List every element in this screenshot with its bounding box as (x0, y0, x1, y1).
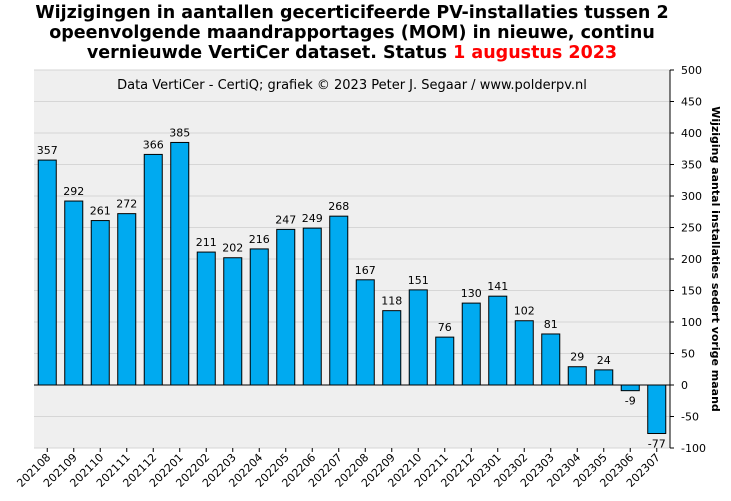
bar-value-label: 216 (249, 233, 270, 246)
x-axis-ticks: 2021082021092021102021112021122022012022… (14, 448, 663, 490)
y-axis-label: Wijziging aantal installaties sedert vor… (709, 106, 722, 412)
bar-value-label: 366 (143, 138, 164, 151)
bar-value-label: 211 (196, 236, 217, 249)
y-tick-label: 200 (681, 253, 702, 266)
bar (541, 333, 561, 386)
bar-value-label: 151 (408, 274, 429, 287)
bar-value-label: 102 (514, 305, 535, 318)
bar-value-label: 247 (275, 213, 296, 226)
title-line-3-prefix: vernieuwde VertiCer dataset. Status (87, 43, 453, 63)
bar (620, 384, 640, 392)
y-tick-label: 450 (681, 96, 702, 109)
bar-value-label: 130 (461, 287, 482, 300)
title-status-date: 1 augustus 2023 (453, 43, 617, 63)
bar-value-label: -77 (648, 438, 666, 451)
y-tick-label: 50 (681, 348, 695, 361)
bar-value-label: 81 (544, 318, 558, 331)
bar-value-label: 249 (302, 212, 323, 225)
bar-value-label: 272 (116, 198, 137, 211)
y-tick-label: 100 (681, 316, 702, 329)
bar (170, 141, 190, 386)
bar (594, 369, 614, 386)
y-tick-label: 0 (681, 379, 688, 392)
bar (37, 159, 57, 386)
y-tick-label: 250 (681, 222, 702, 235)
y-tick-label: 400 (681, 127, 702, 140)
bar (514, 320, 534, 386)
bar (567, 366, 587, 386)
title-line-1: Wijzigingen in aantallen gecerticifeerde… (35, 3, 668, 23)
bar-value-label: 202 (222, 242, 243, 255)
bar-value-label: 292 (63, 185, 84, 198)
bar (276, 228, 296, 386)
bar (64, 200, 84, 386)
y-tick-label: 500 (681, 64, 702, 77)
bar (461, 302, 481, 386)
bar (223, 257, 243, 386)
bar-value-label: 118 (381, 295, 402, 308)
bar (196, 251, 216, 386)
bar (488, 295, 508, 386)
bar-value-label: 268 (328, 200, 349, 213)
bar-value-label: 29 (570, 351, 584, 364)
chart-title: Wijzigingen in aantallen gecerticifeerde… (35, 3, 668, 63)
bar-value-label: 357 (37, 144, 58, 157)
y-tick-label: -100 (681, 442, 706, 455)
bar-value-label: 76 (438, 321, 452, 334)
bar (355, 279, 375, 386)
bar (249, 248, 269, 386)
bar (302, 227, 322, 386)
bar (90, 220, 110, 386)
bar (435, 336, 455, 386)
bar (117, 213, 137, 386)
chart-subtitle: Data VertiCer - CertiQ; grafiek © 2023 P… (117, 78, 587, 93)
bar (647, 384, 667, 435)
bar (143, 153, 163, 386)
y-axis-ticks: -100 -50 0 50 100 150 200 250 300 350 400 450 500 (670, 64, 706, 455)
bar-value-label: 385 (169, 126, 190, 139)
bar-value-label: 167 (355, 264, 376, 277)
bar (382, 310, 402, 386)
bar-value-label: 261 (90, 205, 111, 218)
bar-value-label: -9 (625, 395, 636, 408)
title-line-3: vernieuwde VertiCer dataset. Status 1 au… (87, 43, 617, 63)
title-line-2: opeenvolgende maandrapportages (MOM) in … (49, 23, 655, 43)
bar-value-label: 24 (597, 354, 611, 367)
bar-series: 357 292 261 272 366 385 211 202 216 247 249 268 167 1… (37, 126, 667, 451)
bar (408, 289, 428, 386)
bar (329, 215, 349, 386)
y-tick-label: 350 (681, 159, 702, 172)
y-tick-label: -50 (681, 411, 699, 424)
y-tick-label: 300 (681, 190, 702, 203)
y-tick-label: 150 (681, 285, 702, 298)
bar-value-label: 141 (487, 280, 508, 293)
